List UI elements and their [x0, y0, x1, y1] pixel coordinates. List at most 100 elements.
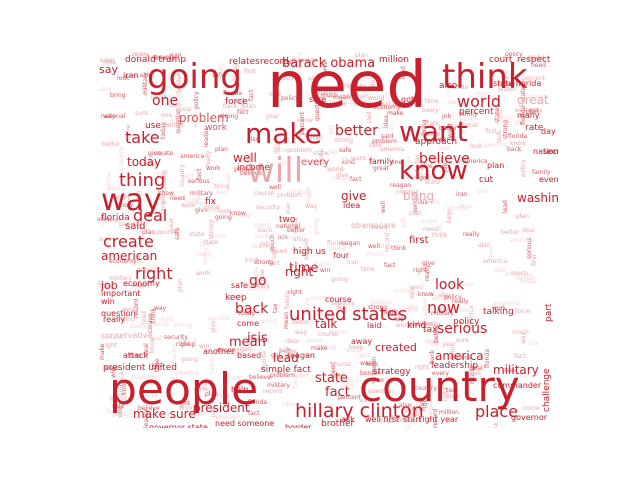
filler-word: talk: [423, 291, 435, 298]
word-isis: isis: [247, 331, 268, 346]
filler-word: state: [424, 120, 440, 127]
filler-word: safe: [174, 227, 181, 240]
filler-word: give: [422, 260, 435, 267]
filler-word: also: [247, 136, 260, 143]
filler-word: family: [532, 169, 551, 176]
filler-word: economy: [515, 107, 543, 114]
filler-word: kind: [122, 316, 135, 323]
filler-word: going: [331, 276, 348, 283]
word-governor: governor: [511, 413, 548, 422]
filler-word: world: [438, 136, 455, 143]
word-thing: thing: [119, 170, 166, 191]
filler-word: time: [425, 98, 439, 105]
filler-word: also: [494, 267, 507, 274]
filler-word: mean: [103, 335, 121, 342]
filler-word: work: [459, 116, 474, 123]
filler-word: said: [248, 334, 261, 341]
filler-word: right: [357, 352, 372, 359]
filler-word: america: [380, 146, 405, 153]
word-time: time: [289, 261, 319, 276]
filler-word: job: [478, 377, 488, 384]
filler-word: much: [511, 270, 528, 277]
filler-word: also: [145, 392, 158, 399]
filler-word: security: [164, 334, 188, 341]
filler-word: work: [196, 270, 211, 277]
filler-word: isis: [278, 234, 288, 241]
word-said: said: [125, 221, 146, 232]
filler-word: got: [129, 408, 139, 415]
filler-word: work: [492, 305, 507, 312]
filler-word: better: [287, 227, 306, 234]
word-well-first: well first: [365, 415, 400, 424]
filler-word: kind: [245, 257, 258, 264]
word-people: people: [109, 364, 259, 415]
filler-word: going: [339, 96, 356, 103]
word-day: day: [541, 127, 556, 136]
word-mean: mean: [229, 335, 266, 350]
filler-word: security: [256, 204, 280, 211]
filler-word: job: [410, 411, 420, 418]
filler-word: look: [470, 143, 483, 150]
filler-word: military: [267, 382, 290, 389]
filler-word: idea: [283, 401, 296, 408]
filler-word: state: [480, 94, 496, 101]
word-respect: respect: [517, 55, 551, 65]
word-percent: percent: [459, 107, 494, 117]
filler-word: state: [313, 150, 329, 157]
word-washington: washington: [517, 191, 558, 205]
filler-word: better: [292, 319, 311, 326]
filler-word: family: [459, 111, 478, 118]
filler-word: strong: [375, 124, 395, 131]
filler-word: well: [412, 284, 424, 291]
filler-word: sure: [437, 224, 444, 237]
word-job: job: [101, 279, 118, 292]
filler-word: strong: [173, 322, 193, 329]
filler-word: work: [206, 165, 221, 172]
filler-word: america: [510, 237, 535, 244]
filler-word: help: [229, 375, 242, 382]
filler-word: every: [422, 107, 439, 114]
word-relates: relates: [229, 57, 260, 67]
filler-word: need: [531, 62, 546, 69]
word-national: national: [533, 147, 558, 156]
filler-word: isis: [412, 70, 422, 77]
word-will: will: [247, 151, 304, 191]
filler-word: fact: [248, 410, 260, 417]
filler-word: look: [218, 208, 231, 215]
word-deal: deal: [133, 206, 168, 225]
filler-word: reagan: [390, 182, 411, 189]
word-attack: attack: [123, 351, 149, 360]
word-place: place: [475, 402, 519, 421]
filler-word: make: [316, 90, 333, 97]
word-way: way: [101, 183, 162, 218]
filler-word: much: [321, 92, 338, 99]
filler-word: problem: [287, 147, 312, 154]
filler-word: want: [360, 360, 375, 367]
word-part: part: [544, 303, 554, 322]
word-make-sure: make sure: [133, 407, 196, 421]
word-record: record: [260, 57, 289, 67]
filler-word: really: [109, 185, 126, 192]
filler-word: plan: [355, 52, 368, 59]
word-need-someone: need someone: [215, 419, 275, 428]
filler-word: job: [400, 217, 407, 227]
filler-word: idea: [406, 304, 419, 311]
word-world: world: [457, 92, 502, 111]
filler-word: going: [110, 395, 127, 402]
filler-word: leader: [498, 86, 518, 93]
word-economy: economy: [123, 279, 160, 288]
filler-word: isis: [394, 316, 404, 323]
filler-word: kind: [339, 84, 352, 91]
filler-word: iran: [456, 191, 468, 198]
filler-word: think: [432, 232, 448, 239]
filler-word: force: [170, 119, 186, 126]
filler-word: first: [129, 353, 141, 360]
filler-word: year: [331, 372, 345, 379]
filler-word: give: [278, 160, 291, 167]
filler-word: strong: [208, 219, 215, 239]
word-talk: talk: [315, 317, 338, 331]
filler-word: plan: [502, 367, 515, 374]
filler-word: border: [164, 122, 184, 129]
filler-word: much: [269, 234, 276, 251]
filler-word: problem: [408, 321, 433, 328]
